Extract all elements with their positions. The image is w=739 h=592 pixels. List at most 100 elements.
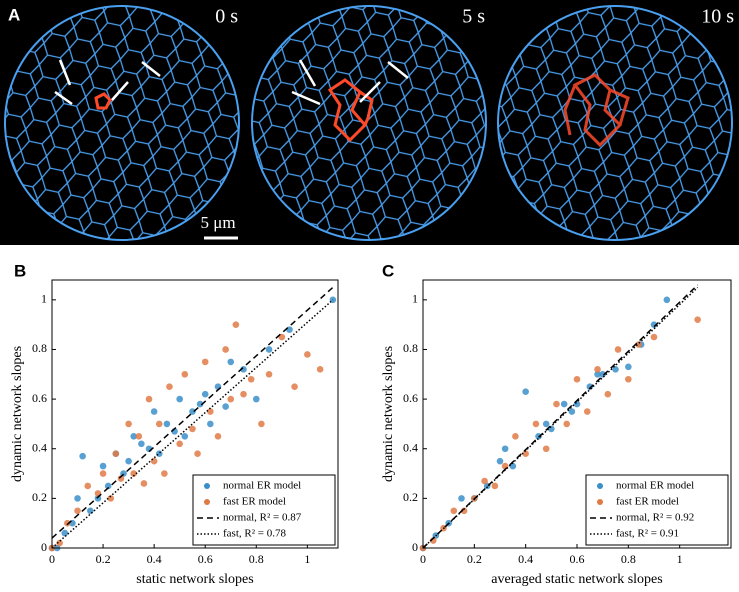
point [625, 363, 632, 371]
point [138, 440, 145, 448]
point [501, 445, 509, 453]
y-tick-label: 0.2 [403, 490, 418, 504]
y-tick-label: 0.6 [32, 391, 47, 405]
point [79, 452, 86, 460]
point [176, 395, 183, 403]
point [573, 375, 581, 383]
y-tick-label: 0.4 [403, 440, 418, 454]
x-tick-label: 0.4 [147, 552, 162, 566]
point [247, 375, 255, 383]
legend-label: fast ER model [223, 496, 286, 508]
point [694, 316, 701, 324]
legend-label: fast, R² = 0.78 [223, 528, 286, 540]
point [542, 445, 550, 453]
point [207, 408, 214, 415]
point [201, 358, 209, 366]
y-tick-label: 1 [412, 292, 418, 306]
point [496, 457, 504, 465]
point [304, 351, 311, 358]
point [460, 507, 468, 515]
time-label: 0 s [215, 6, 238, 28]
legend-label: fast ER model [616, 496, 679, 508]
point [161, 470, 168, 477]
point [512, 433, 519, 440]
point [130, 470, 138, 477]
point [189, 408, 196, 415]
point [553, 400, 560, 408]
legend-box [585, 474, 729, 546]
point [316, 366, 324, 373]
x-tick-label: 0.4 [518, 552, 533, 566]
point [594, 370, 601, 378]
time-label: 5 s [462, 6, 485, 28]
point [663, 296, 671, 304]
axes-box [422, 279, 732, 549]
point [135, 433, 143, 440]
point [125, 457, 132, 465]
point [130, 433, 138, 440]
y-axis-label: dynamic network slopes [10, 346, 25, 482]
y-tick-label: 0.8 [32, 341, 47, 355]
point [563, 420, 571, 428]
x-axis-label: static network slopes [136, 572, 253, 587]
x-tick-label: 0.2 [467, 552, 482, 566]
network-2 [497, 5, 733, 241]
point [207, 420, 214, 428]
y-tick-label: 0.8 [403, 341, 418, 355]
axes-box [51, 279, 339, 549]
legend-label: normal ER model [616, 480, 694, 492]
legend-label: normal, R² = 0.92 [616, 512, 694, 524]
point [227, 395, 235, 403]
point [155, 420, 163, 428]
x-tick-label: 0 [49, 552, 55, 566]
point [522, 388, 529, 395]
x-tick-label: 0.2 [96, 552, 111, 566]
point [594, 366, 601, 373]
legend-box [192, 474, 336, 546]
y-axis-label: dynamic network slopes [381, 346, 396, 482]
point [99, 462, 107, 470]
point [104, 482, 112, 490]
point [166, 383, 173, 391]
panel-label: C [382, 261, 394, 280]
x-tick-label: 0.8 [249, 552, 264, 566]
point [568, 408, 576, 415]
point [604, 390, 612, 398]
point [64, 519, 71, 527]
point [625, 375, 632, 383]
panel-label: B [14, 261, 26, 280]
y-tick-label: 0.2 [32, 490, 47, 504]
legend-marker [597, 483, 603, 489]
x-tick-label: 1 [677, 552, 683, 566]
x-tick-label: 0 [420, 552, 426, 566]
point [125, 420, 132, 428]
point [458, 495, 465, 502]
network-1 [251, 5, 487, 241]
point [163, 420, 171, 428]
legend-label: normal, R² = 0.87 [223, 512, 302, 524]
point [583, 408, 591, 415]
point [258, 420, 265, 428]
point [265, 370, 273, 378]
y-tick-label: 0.6 [403, 391, 418, 405]
point [181, 433, 189, 440]
point [222, 403, 229, 410]
fit-line [51, 299, 334, 549]
x-tick-label: 0.6 [570, 552, 585, 566]
panel-label: A [8, 5, 20, 24]
point [614, 346, 622, 353]
time-label: 10 s [701, 6, 734, 28]
point [491, 482, 499, 490]
point [145, 395, 153, 403]
point [542, 420, 550, 428]
point [560, 400, 568, 408]
point [240, 390, 247, 398]
point [650, 321, 658, 328]
legend-label: normal ER model [223, 480, 301, 492]
point [176, 440, 183, 448]
point [140, 480, 148, 487]
point [56, 539, 63, 547]
point [201, 390, 209, 398]
y-tick-label: 0.4 [32, 440, 47, 454]
